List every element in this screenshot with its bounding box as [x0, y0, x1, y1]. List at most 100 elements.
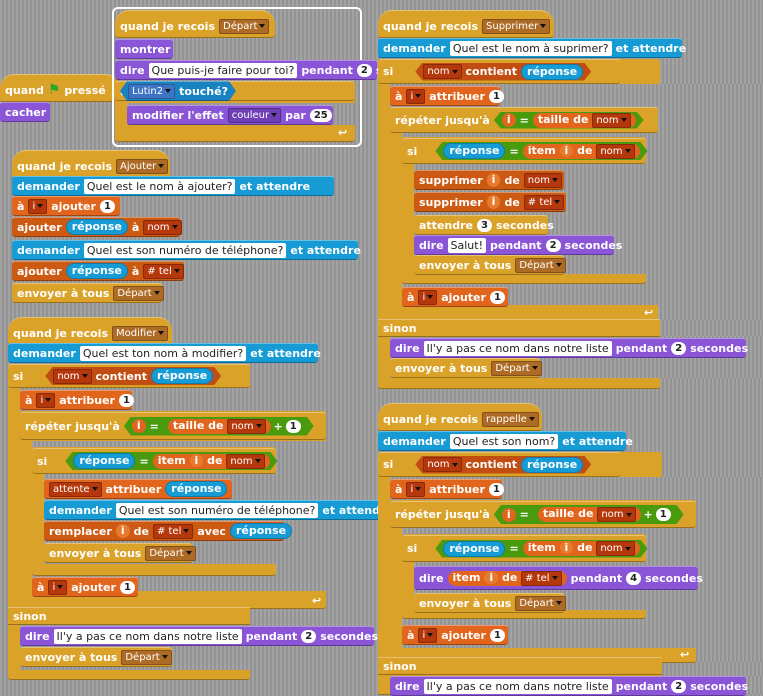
list-dropdown[interactable]: nom [597, 507, 635, 522]
equals-condition[interactable]: i = taille de nom + 1 [124, 417, 314, 436]
var-reporter[interactable]: i [560, 144, 574, 157]
answer-reporter[interactable]: réponse [229, 523, 293, 539]
if-header[interactable]: si réponse = item i de nom [402, 535, 646, 562]
ask-text-input[interactable]: Quel est son numéro de téléphone? [83, 242, 287, 258]
secs-input[interactable]: 2 [671, 341, 687, 355]
add-to-list-block[interactable]: ajouter réponse à nom [12, 217, 182, 237]
message-dropdown[interactable]: Supprimer [482, 18, 551, 34]
message-dropdown[interactable]: Départ [113, 285, 164, 301]
secs-input[interactable]: 2 [545, 238, 561, 252]
item-of-reporter[interactable]: item i de nom [153, 454, 270, 469]
var-reporter[interactable]: i [560, 541, 574, 554]
list-dropdown[interactable]: nom [53, 369, 91, 384]
say-for-secs-block[interactable]: dire Que puis-je faire pour toi? pendant… [115, 60, 382, 80]
broadcast-block[interactable]: envoyer à tous Départ [414, 255, 566, 275]
ask-and-wait-block[interactable]: demander Quel est le nom à suprimer? et … [378, 38, 686, 58]
change-var-block[interactable]: à i ajouter 1 [12, 196, 120, 216]
message-dropdown[interactable]: Ajouter [116, 158, 169, 174]
message-dropdown[interactable]: Modifier [112, 325, 169, 341]
say-for-secs-block[interactable]: dire Il'y a pas ce nom dans notre liste … [20, 626, 378, 646]
var-reporter[interactable]: i [115, 524, 130, 538]
change-var-block[interactable]: à i ajouter 1 [402, 625, 508, 645]
var-dropdown[interactable]: i [36, 392, 56, 408]
var-reporter[interactable]: i [132, 419, 146, 433]
add-to-list-block[interactable]: ajouter réponse à # tel [12, 261, 184, 281]
set-var-block[interactable]: attente attribuer réponse [44, 479, 232, 499]
if-header[interactable]: si nom contient réponse [8, 364, 250, 388]
ask-and-wait-block[interactable]: demander Quel est son nom? et attendre [378, 431, 633, 451]
ask-text-input[interactable]: Quel est son nom? [449, 433, 559, 449]
ask-and-wait-block[interactable]: demander Quel est son numéro de téléphon… [12, 240, 361, 260]
effect-amount-input[interactable]: 25 [309, 108, 332, 122]
answer-reporter[interactable]: réponse [443, 541, 505, 557]
var-dropdown[interactable]: i [28, 198, 48, 214]
touching-condition[interactable]: Lutin2 touché? [120, 81, 236, 101]
broadcast-block[interactable]: envoyer à tous Départ [20, 647, 172, 667]
effect-dropdown[interactable]: couleur [227, 107, 282, 123]
answer-reporter[interactable]: réponse [521, 457, 583, 473]
repeat-until-header[interactable]: répéter jusqu'à i = taille de nom + 1 [390, 501, 696, 528]
if-header[interactable]: si nom contient réponse [378, 452, 620, 477]
plus-value-input[interactable]: 1 [656, 508, 671, 521]
var-reporter[interactable]: i [502, 113, 516, 127]
if-header[interactable]: si nom contient réponse [378, 59, 620, 84]
say-text-input[interactable]: Que puis-je faire pour toi? [148, 62, 298, 78]
when-receive-supprimer-hat[interactable]: quand je recois Supprimer [378, 10, 554, 38]
item-of-reporter[interactable]: item i de nom [523, 541, 640, 556]
plus-value-input[interactable]: 1 [286, 420, 301, 433]
delete-item-block[interactable]: supprimer i de # tel [414, 192, 566, 212]
set-value-input[interactable]: 1 [118, 393, 134, 407]
repeat-until-header[interactable]: répéter jusqu'à i = taille de nom + 1 [20, 412, 326, 440]
show-block[interactable]: montrer [115, 39, 173, 59]
set-var-block[interactable]: à i attribuer 1 [20, 390, 134, 410]
answer-reporter[interactable]: réponse [73, 453, 135, 469]
message-dropdown[interactable]: Départ [145, 545, 196, 561]
answer-reporter[interactable]: réponse [65, 219, 128, 235]
list-dropdown[interactable]: nom [226, 454, 264, 469]
list-dropdown[interactable]: nom [423, 457, 461, 472]
equals-condition[interactable]: réponse = item i de nom [435, 540, 647, 558]
plus-operator[interactable]: taille de nom + 1 [533, 506, 676, 523]
answer-reporter[interactable]: réponse [521, 64, 583, 80]
var-reporter[interactable]: i [502, 508, 516, 522]
broadcast-block[interactable]: envoyer à tous Départ [44, 543, 196, 563]
var-reporter[interactable]: i [486, 195, 501, 209]
var-dropdown[interactable]: i [418, 289, 438, 305]
list-contains-condition[interactable]: nom contient réponse [415, 456, 591, 474]
change-amount-input[interactable]: 1 [119, 580, 135, 594]
ask-text-input[interactable]: Quel est le nom à suprimer? [449, 40, 612, 56]
answer-reporter[interactable]: réponse [65, 263, 128, 279]
ask-and-wait-block[interactable]: demander Quel est son numéro de téléphon… [44, 500, 393, 520]
list-dropdown[interactable]: nom [227, 419, 265, 434]
item-of-reporter[interactable]: item i de # tel [447, 570, 567, 586]
ask-text-input[interactable]: Quel est le nom à ajouter? [83, 178, 236, 194]
message-dropdown[interactable]: Départ [515, 595, 566, 611]
when-flag-clicked-hat[interactable]: quand ⚑ pressé [0, 74, 120, 102]
list-contains-condition[interactable]: nom contient réponse [45, 367, 221, 385]
say-for-secs-block[interactable]: dire Salut! pendant 2 secondes [414, 235, 622, 255]
message-dropdown[interactable]: Départ [515, 257, 566, 273]
broadcast-block[interactable]: envoyer à tous Départ [414, 593, 566, 613]
ask-and-wait-block[interactable]: demander Quel est ton nom à modifier? et… [8, 343, 321, 363]
var-dropdown[interactable]: i [418, 627, 438, 643]
change-amount-input[interactable]: 1 [489, 628, 505, 642]
length-of-reporter[interactable]: taille de nom [538, 507, 641, 522]
say-for-secs-block[interactable]: dire Il'y a pas ce nom dans notre liste … [390, 676, 748, 696]
delete-item-block[interactable]: supprimer i de nom [414, 170, 564, 190]
say-text-input[interactable]: Il'y a pas ce nom dans notre liste [423, 340, 612, 356]
message-dropdown[interactable]: Départ [121, 649, 172, 665]
answer-reporter[interactable]: réponse [151, 368, 213, 384]
list-contains-condition[interactable]: nom contient réponse [415, 63, 591, 81]
change-var-block[interactable]: à i ajouter 1 [32, 577, 138, 597]
when-receive-rappelle-hat[interactable]: quand je recois rappelle [378, 403, 542, 431]
repeat-until-header[interactable]: répéter jusqu'à Lutin2 touché? [115, 81, 355, 101]
list-dropdown[interactable]: nom [596, 541, 634, 556]
plus-operator[interactable]: taille de nom + 1 [163, 418, 306, 435]
message-dropdown[interactable]: Départ [219, 18, 270, 34]
set-value-input[interactable]: 1 [488, 482, 504, 496]
list-dropdown[interactable]: nom [523, 172, 562, 188]
if-header[interactable]: si réponse = item i de nom [402, 138, 646, 164]
secs-input[interactable]: 2 [301, 629, 317, 643]
secs-input[interactable]: 4 [626, 571, 642, 585]
list-dropdown[interactable]: # tel [152, 523, 194, 539]
